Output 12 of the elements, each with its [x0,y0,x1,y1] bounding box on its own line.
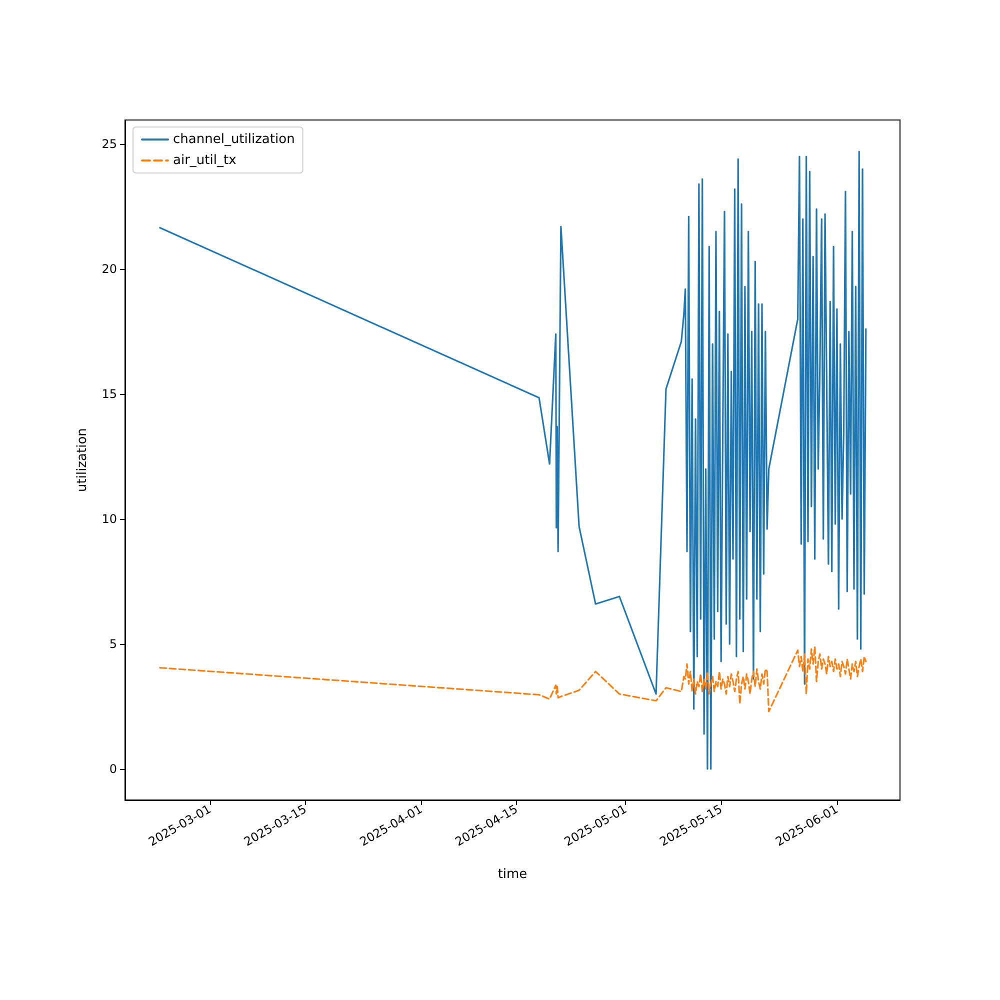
y-tick-label: 0 [109,762,117,776]
y-tick-label: 25 [102,137,117,151]
y-tick-label: 20 [102,262,117,276]
y-tick-label: 15 [102,387,117,401]
line-series [159,646,867,712]
y-tick-label: 5 [109,637,117,651]
y-tick-label: 10 [102,512,117,526]
y-axis-title: utilization [75,428,90,492]
x-axis-title: time [498,867,528,882]
legend-label: air_util_tx [173,153,237,168]
legend-label: channel_utilization [173,132,295,147]
line-series [159,150,867,770]
